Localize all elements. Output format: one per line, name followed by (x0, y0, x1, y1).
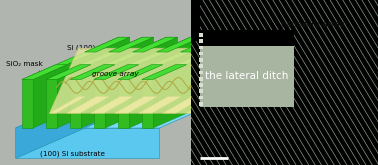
Bar (199, 46, 203, 49)
Polygon shape (163, 97, 204, 113)
Bar (199, 96, 203, 99)
Polygon shape (70, 65, 115, 80)
Polygon shape (81, 37, 178, 128)
Polygon shape (200, 46, 294, 107)
Polygon shape (91, 97, 133, 113)
Polygon shape (187, 97, 222, 113)
Polygon shape (105, 37, 201, 128)
Polygon shape (153, 37, 249, 128)
Bar (199, 58, 203, 62)
Polygon shape (22, 65, 67, 80)
Polygon shape (118, 80, 129, 128)
Bar (199, 39, 203, 43)
Bar (199, 102, 203, 106)
Polygon shape (57, 37, 153, 128)
Polygon shape (94, 37, 201, 80)
Polygon shape (70, 80, 81, 128)
Polygon shape (15, 128, 159, 158)
Polygon shape (200, 30, 294, 107)
Polygon shape (204, 37, 249, 52)
Text: SiO₂ mask: SiO₂ mask (6, 61, 60, 81)
Bar (199, 71, 203, 74)
Polygon shape (133, 37, 178, 52)
Polygon shape (50, 48, 222, 113)
Polygon shape (181, 37, 225, 52)
Text: groove array: groove array (92, 71, 139, 77)
Polygon shape (22, 37, 130, 80)
Bar (199, 64, 203, 68)
Polygon shape (46, 37, 153, 80)
Text: Si (100): Si (100) (67, 45, 96, 76)
Bar (199, 83, 203, 87)
Polygon shape (46, 65, 91, 80)
Polygon shape (67, 97, 108, 113)
Bar (199, 89, 203, 93)
Polygon shape (94, 80, 105, 128)
Text: nanowire array: nanowire array (281, 20, 344, 29)
Polygon shape (191, 0, 378, 165)
Text: Si (111): Si (111) (113, 71, 145, 98)
Polygon shape (115, 97, 156, 113)
Polygon shape (139, 97, 181, 113)
Polygon shape (142, 65, 187, 80)
Polygon shape (142, 37, 249, 80)
Polygon shape (129, 37, 225, 128)
Bar (199, 52, 203, 55)
Polygon shape (94, 65, 139, 80)
Text: (100) Si substrate: (100) Si substrate (40, 150, 105, 157)
Polygon shape (15, 86, 112, 158)
Polygon shape (50, 97, 85, 113)
Text: the lateral
ditches: the lateral ditches (234, 82, 271, 95)
Text: the lateral ditch: the lateral ditch (205, 71, 289, 81)
Polygon shape (85, 37, 130, 52)
Text: ⟨-110⟩: ⟨-110⟩ (94, 95, 114, 101)
Polygon shape (108, 37, 153, 52)
Polygon shape (142, 80, 153, 128)
Polygon shape (191, 0, 200, 41)
Polygon shape (15, 86, 256, 128)
Polygon shape (118, 37, 225, 80)
Polygon shape (156, 37, 201, 52)
Polygon shape (33, 37, 130, 128)
Polygon shape (46, 80, 57, 128)
Polygon shape (118, 65, 163, 80)
Bar (199, 77, 203, 81)
Polygon shape (200, 30, 294, 46)
Polygon shape (22, 80, 33, 128)
Polygon shape (70, 37, 178, 80)
Bar (199, 33, 203, 37)
